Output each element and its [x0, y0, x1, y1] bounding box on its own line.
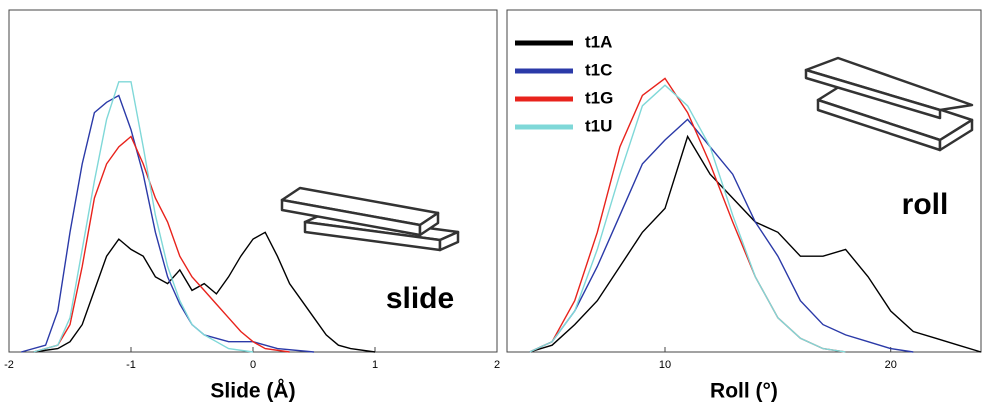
annotation: roll [902, 188, 949, 221]
x-tick-label: 10 [659, 359, 671, 371]
series-line [33, 135, 290, 353]
x-tick-label: 20 [885, 359, 897, 371]
annotation: slide [386, 282, 454, 315]
x-tick-label: -1 [126, 359, 136, 371]
legend-label: t1C [585, 60, 612, 79]
legend-label: t1U [585, 116, 612, 135]
x-tick-label: 2 [494, 359, 500, 371]
series-line [529, 134, 982, 353]
series-line [33, 231, 376, 353]
series-line [529, 84, 846, 353]
x-axis-label: Roll (°) [710, 380, 778, 403]
x-axis-label: Slide (Å) [210, 379, 295, 403]
legend-label: t1A [585, 32, 612, 51]
roll-icon [804, 56, 974, 152]
legend-label: t1G [585, 88, 613, 107]
x-tick-label: -2 [4, 359, 14, 371]
x-tick-label: 1 [372, 359, 378, 371]
plots: -2 -1 0 1 2 Slide (Å) slide 10 20 Roll (°) roll t1A… [4, 9, 982, 403]
series-line [33, 81, 254, 353]
plot-frame [506, 9, 982, 353]
series-line [21, 94, 315, 353]
slide-icon [280, 186, 460, 252]
x-tick-label: 0 [250, 359, 256, 371]
series-line [529, 118, 914, 353]
